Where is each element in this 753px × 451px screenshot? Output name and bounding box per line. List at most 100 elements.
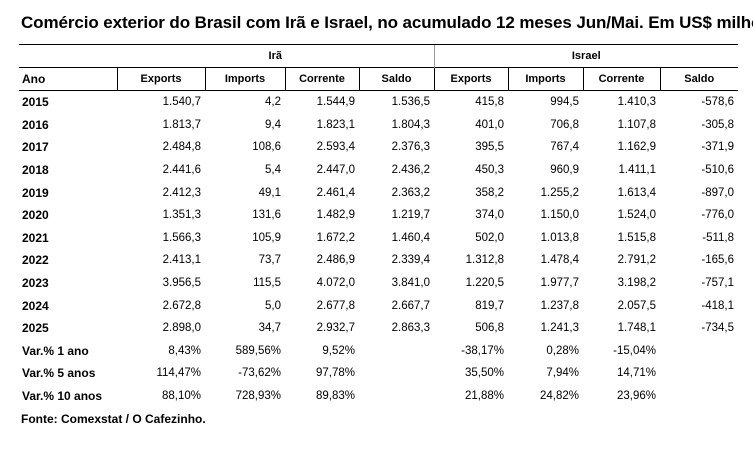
table-cell: 3.956,5 [162, 277, 201, 290]
table-cell: 1.312,8 [465, 254, 504, 267]
table-cell: 4.072,0 [316, 277, 355, 290]
table-cell: 374,0 [475, 209, 504, 222]
table-row: 2016 1.813,7 9,4 1.823,1 1.804,3 401,0 7… [19, 114, 738, 137]
table-cell [660, 362, 738, 385]
table-cell: 1.748,1 [617, 322, 656, 335]
table-cell: 2.932,7 [316, 322, 355, 335]
table-cell: -734,5 [701, 322, 734, 335]
table-cell: -371,9 [701, 141, 734, 154]
table-cell: 4,2 [265, 96, 281, 109]
row-label: 2020 [22, 208, 49, 223]
column-header-iran-imports: Imports [204, 67, 285, 91]
table-cell: 114,47% [156, 367, 201, 380]
row-label: Var.% 1 ano [22, 343, 89, 358]
table-cell: 108,6 [252, 141, 281, 154]
table-cell: 2.461,4 [316, 186, 355, 199]
table-cell: 1.478,4 [540, 254, 579, 267]
table-cell: 502,0 [475, 231, 504, 244]
table-cell: 2.791,2 [617, 254, 656, 267]
table-row: 2022 2.413,1 73,7 2.486,9 2.339,4 1.312,… [19, 249, 738, 272]
column-header-israel-exports: Exports [433, 67, 508, 91]
row-label: 2017 [22, 140, 49, 155]
column-header-row: Ano Exports Imports Corrente Saldo Expor… [19, 67, 738, 91]
column-header-iran-exports: Exports [116, 67, 205, 91]
table-cell: 728,93% [235, 390, 281, 403]
table-cell: -511,8 [702, 231, 734, 244]
row-label: 2018 [22, 163, 49, 178]
table-cell: 1.536,5 [391, 96, 430, 109]
table-cell: -73,62% [238, 367, 281, 380]
table-cell: -897,0 [701, 186, 734, 199]
table-cell [660, 340, 738, 363]
table-cell: -757,1 [701, 277, 734, 290]
table-cell [359, 362, 434, 385]
table-cell: 24,82% [539, 390, 579, 403]
column-header-israel-imports: Imports [507, 67, 583, 91]
table-cell [660, 385, 738, 408]
table-cell: 115,5 [253, 277, 281, 290]
row-label: 2024 [22, 298, 49, 313]
table-cell: 1.566,3 [162, 231, 201, 244]
row-label: 2025 [22, 321, 49, 336]
table-cell: 21,88% [464, 390, 504, 403]
table-row: 2025 2.898,0 34,7 2.932,7 2.863,3 506,8 … [19, 317, 738, 340]
row-label: 2022 [22, 253, 49, 268]
table-cell: 2.339,4 [391, 254, 430, 267]
table-cell: 3.841,0 [391, 277, 430, 290]
table-cell: 1.515,8 [617, 231, 656, 244]
table-cell: 35,50% [464, 367, 504, 380]
table-cell: 88,10% [161, 390, 201, 403]
table-cell [359, 340, 434, 363]
table-cell: 97,78% [315, 367, 355, 380]
table-cell: 89,83% [315, 390, 355, 403]
row-label: 2016 [22, 117, 49, 132]
table-row: Var.% 5 anos 114,47% -73,62% 97,78% 35,5… [19, 362, 738, 385]
column-header-israel-corrente: Corrente [582, 67, 660, 91]
table-cell: 1.255,2 [540, 186, 579, 199]
table-cell: -165,6 [701, 254, 734, 267]
table-row: 2021 1.566,3 105,9 1.672,2 1.460,4 502,0… [19, 227, 738, 250]
table-cell: 2.677,8 [316, 299, 355, 312]
table-title: Comércio exterior do Brasil com Irã e Is… [21, 13, 753, 32]
row-label: 2023 [22, 276, 49, 291]
table-cell: 2.484,8 [162, 141, 201, 154]
table-row: 2017 2.484,8 108,6 2.593,4 2.376,3 395,5… [19, 136, 738, 159]
table-cell: 450,3 [475, 164, 504, 177]
table-cell: 14,71% [616, 367, 656, 380]
table-cell: 9,4 [265, 118, 281, 131]
table-cell: 0,28% [546, 344, 579, 357]
table-cell: 3.198,2 [617, 277, 656, 290]
table-cell: 395,5 [475, 141, 504, 154]
table-cell: 1.162,9 [617, 141, 656, 154]
table-cell: 73,7 [258, 254, 281, 267]
table-cell: 1.524,0 [617, 209, 656, 222]
table-cell: 1.107,8 [617, 118, 656, 131]
table-row: 2019 2.412,3 49,1 2.461,4 2.363,2 358,2 … [19, 181, 738, 204]
row-label: Var.% 10 anos [22, 389, 103, 404]
table-cell: 23,96% [616, 390, 656, 403]
table-row: 2024 2.672,8 5,0 2.677,8 2.667,7 819,7 1… [19, 294, 738, 317]
table-cell: 105,9 [252, 231, 281, 244]
table-cell: 131,6 [252, 209, 281, 222]
table-cell: 994,5 [550, 96, 579, 109]
column-header-iran-saldo: Saldo [358, 67, 434, 91]
table-cell: 1.460,4 [391, 231, 430, 244]
table-cell: -578,6 [701, 96, 734, 109]
table-cell: 767,4 [550, 141, 579, 154]
table-cell: 2.486,9 [316, 254, 355, 267]
table-cell: 2.363,2 [391, 186, 430, 199]
table-cell: 401,0 [475, 118, 504, 131]
table-cell: -418,1 [701, 299, 734, 312]
table-cell: -305,8 [701, 118, 734, 131]
table-cell: 1.672,2 [316, 231, 355, 244]
table-cell: -15,04% [613, 344, 656, 357]
table-cell: -776,0 [701, 209, 734, 222]
table-cell: 9,52% [322, 344, 355, 357]
table-cell: 8,43% [168, 344, 201, 357]
table-cell: 2.667,7 [391, 299, 430, 312]
table-cell: 1.804,3 [391, 118, 430, 131]
table-cell: 2.898,0 [162, 322, 201, 335]
source-note: Fonte: Comexstat / O Cafezinho. [21, 412, 206, 426]
table-cell: 358,2 [475, 186, 504, 199]
